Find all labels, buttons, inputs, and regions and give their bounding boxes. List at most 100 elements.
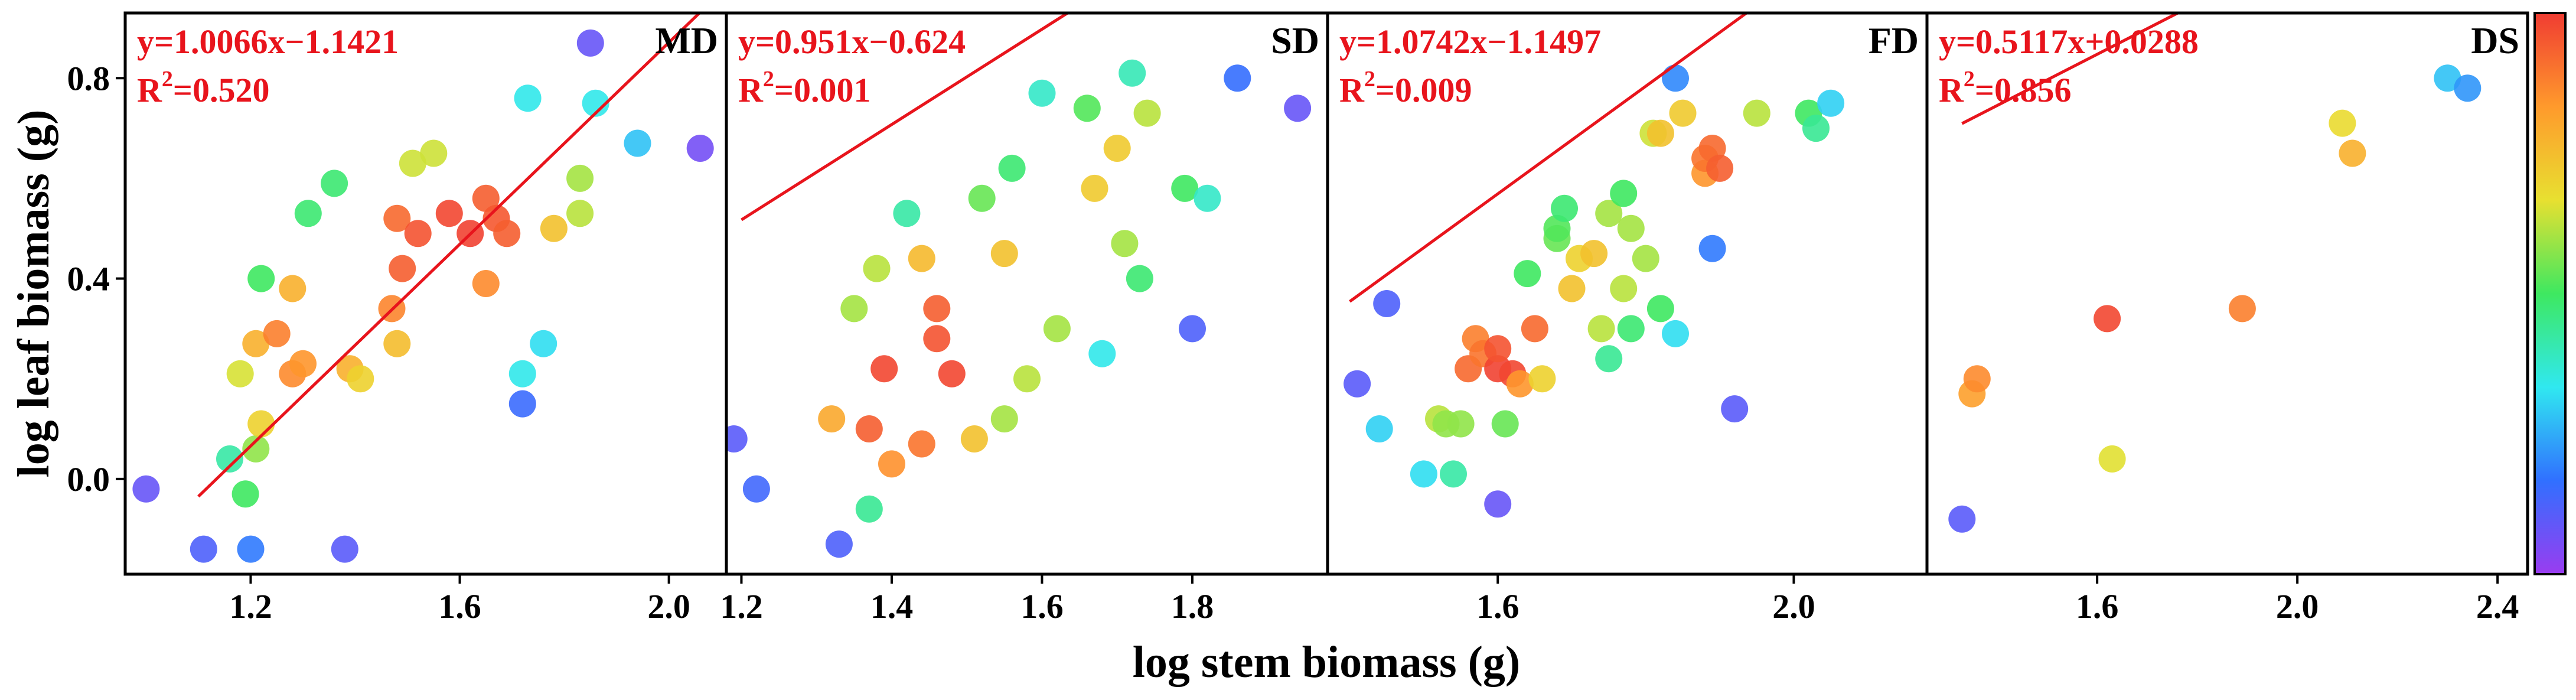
y-axis-title: log leaf biomass (g) <box>9 110 58 478</box>
data-point <box>472 270 500 297</box>
data-point <box>1646 295 1674 323</box>
panel-label: SD <box>1271 19 1319 61</box>
regression-line <box>741 13 1071 222</box>
data-point <box>1410 460 1437 488</box>
r-squared: R2=0.856 <box>1939 67 2071 109</box>
panel-md: 1.2 1.6 2.0 y=1.0066x−1.1421 R2=0.520 MD <box>123 11 728 626</box>
data-point <box>190 535 217 563</box>
data-point <box>347 365 374 393</box>
r-squared: R2=0.520 <box>137 67 269 109</box>
data-point <box>514 84 542 112</box>
data-point <box>404 220 432 248</box>
x-tick-label: 1.6 <box>1020 587 1064 626</box>
data-point <box>279 275 306 302</box>
panel-label: DS <box>2471 19 2519 61</box>
panel-ds: 1.6 2.0 2.4 y=0.5117x+0.0288 R2=0.856 DS <box>1925 11 2529 626</box>
data-point <box>566 200 594 227</box>
data-point <box>540 214 568 242</box>
x-tick-label: 1.2 <box>229 587 272 626</box>
data-point <box>1491 410 1519 438</box>
data-point <box>878 450 905 478</box>
data-point <box>2228 295 2256 323</box>
data-point <box>1580 240 1608 268</box>
data-point <box>923 295 951 323</box>
regression-equation: y=0.5117x+0.0288 <box>1939 22 2199 61</box>
data-point <box>870 355 898 383</box>
data-point <box>132 475 160 503</box>
data-point <box>726 425 748 452</box>
data-point <box>2329 109 2356 137</box>
data-point <box>2454 74 2482 102</box>
x-tick-label: 1.8 <box>1171 587 1214 626</box>
data-point <box>1224 64 1251 92</box>
data-point <box>863 255 891 282</box>
data-point <box>1119 59 1146 87</box>
data-point <box>1103 135 1131 162</box>
data-point <box>960 425 988 452</box>
data-point <box>1595 200 1623 227</box>
data-point <box>1521 315 1548 343</box>
data-point <box>893 200 921 227</box>
data-point <box>1514 260 1541 288</box>
data-point <box>855 495 883 523</box>
r-squared: R2=0.001 <box>738 67 870 109</box>
data-point <box>389 255 416 282</box>
data-point <box>435 200 463 227</box>
data-point <box>686 135 714 162</box>
panel-label: MD <box>655 19 718 61</box>
data-point <box>383 330 411 357</box>
data-point <box>1126 265 1153 292</box>
data-point <box>818 405 846 433</box>
x-tick-label: 2.4 <box>2476 587 2519 626</box>
colorbar <box>2533 12 2567 575</box>
y-tick-label: 0.4 <box>67 260 110 298</box>
data-point <box>1484 335 1512 363</box>
data-point <box>2434 64 2461 92</box>
data-point <box>1440 460 1467 488</box>
data-point <box>289 350 317 377</box>
panel-fd: 1.6 2.0 y=1.0742x−1.1497 R2=0.009 FD <box>1326 11 1929 626</box>
data-point <box>1595 345 1623 373</box>
data-point <box>1802 115 1830 142</box>
data-point <box>242 435 270 463</box>
data-point <box>420 139 448 167</box>
data-point <box>1558 275 1586 302</box>
x-tick-label: 1.6 <box>438 587 481 626</box>
data-point <box>231 480 259 508</box>
data-point <box>855 415 883 442</box>
data-point <box>2339 139 2366 167</box>
data-point <box>923 325 951 353</box>
data-point <box>1506 370 1534 398</box>
y-tick-label: 0.0 <box>67 460 110 499</box>
data-point <box>237 535 265 563</box>
panel-frame <box>1925 11 2529 576</box>
data-point <box>399 149 426 177</box>
data-point <box>1743 99 1770 127</box>
data-point <box>1373 290 1401 317</box>
x-tick-label: 1.6 <box>2076 587 2119 626</box>
data-point <box>1179 315 1206 343</box>
regression-line <box>1961 13 2182 125</box>
data-point <box>472 184 500 212</box>
data-point <box>582 89 609 117</box>
data-point <box>1194 184 1221 212</box>
y-tick-label: 0.8 <box>67 59 110 97</box>
data-point <box>1013 365 1041 393</box>
panel-sd: 1.2 1.4 1.6 1.8 y=0.951x−0.624 R2=0.001 SD <box>720 11 1329 626</box>
data-point <box>1617 214 1645 242</box>
data-point <box>840 295 868 323</box>
data-point <box>2098 445 2126 473</box>
data-point <box>1171 174 1199 202</box>
data-point <box>331 535 358 563</box>
data-point <box>1662 64 1689 92</box>
data-point <box>1344 370 1371 398</box>
data-point <box>938 360 966 388</box>
data-point <box>1610 275 1638 302</box>
regression-line <box>197 13 702 498</box>
r-squared: R2=0.009 <box>1339 67 1472 109</box>
data-point <box>1365 415 1393 442</box>
data-point <box>1447 410 1475 438</box>
data-point <box>1081 174 1108 202</box>
